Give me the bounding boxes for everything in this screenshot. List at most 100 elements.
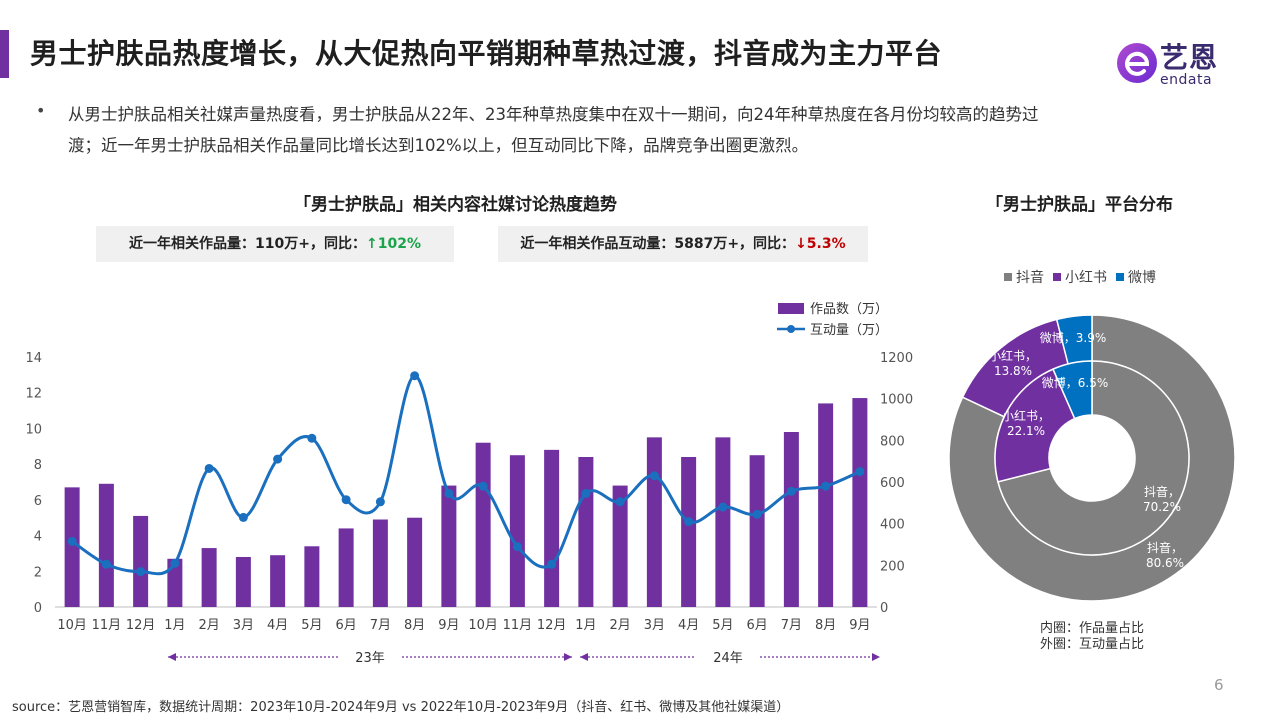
x-tick-label: 1月 — [164, 618, 185, 633]
year-label: 24年 — [713, 651, 743, 666]
y-left-tick-label: 8 — [34, 458, 42, 473]
interact-stat-box: 近一年相关作品互动量：5887万+，同比：↓5.3% — [498, 226, 868, 262]
line-point — [273, 454, 283, 464]
x-tick-label: 1月 — [575, 618, 596, 633]
outer-slice-label: 微博，3.9% — [1040, 330, 1107, 345]
x-tick-label: 11月 — [92, 618, 122, 633]
logo-text-en: endata — [1160, 72, 1213, 88]
x-tick-label: 8月 — [815, 618, 836, 633]
x-tick-label: 12月 — [537, 618, 567, 633]
line-point — [786, 486, 796, 496]
x-tick-label: 7月 — [370, 618, 391, 633]
page-number: 6 — [1214, 676, 1224, 694]
line-point — [444, 488, 454, 498]
y-left-tick-label: 14 — [25, 351, 42, 366]
bar — [441, 485, 457, 607]
y-right-tick-label: 1000 — [880, 393, 913, 408]
line-point — [855, 467, 865, 477]
bar — [578, 457, 594, 607]
outer-ring-note: 外圈：互动量占比 — [1040, 637, 1145, 652]
pie-legend-swatch — [1004, 273, 1012, 281]
line-point — [238, 512, 248, 522]
bar — [338, 528, 354, 607]
year-label: 23年 — [355, 651, 385, 666]
line-point — [581, 488, 591, 498]
legend-label-line: 互动量（万） — [810, 323, 888, 338]
line-point — [547, 559, 557, 569]
summary-text: 从男士护肤品相关社媒声量热度看，男士护肤品从22年、23年种草热度集中在双十一期… — [68, 105, 1039, 155]
y-right-tick-label: 1200 — [880, 351, 913, 366]
line-point — [136, 567, 146, 577]
bar — [270, 555, 286, 607]
line-point — [101, 559, 111, 569]
legend-swatch-bar — [778, 303, 804, 314]
bar — [64, 487, 80, 607]
bar — [509, 455, 525, 607]
x-tick-label: 6月 — [335, 618, 356, 633]
line-point — [478, 481, 488, 491]
bar — [167, 558, 183, 607]
inner-ring-slice — [994, 368, 1076, 483]
series-line-interactions — [71, 374, 861, 576]
inner-slice-label: 小红书， 22.1% — [1002, 408, 1050, 438]
inner-ring-slice — [997, 360, 1190, 556]
pie-legend-label: 抖音 — [1016, 269, 1044, 286]
y-left-tick-label: 2 — [34, 565, 42, 580]
line-point — [512, 542, 522, 552]
outer-slice-label: 抖音， 80.6% — [1146, 540, 1184, 570]
x-tick-label: 9月 — [438, 618, 459, 633]
x-tick-label: 10月 — [468, 618, 498, 633]
line-point — [204, 463, 214, 473]
x-tick-label: 8月 — [404, 618, 425, 633]
line-point — [67, 536, 77, 546]
bar — [544, 449, 560, 607]
year-range-arrow — [168, 653, 176, 661]
year-range-arrow — [564, 653, 572, 661]
bar — [715, 437, 731, 607]
works-stat-change: ↑102% — [365, 236, 421, 252]
bar — [475, 442, 491, 607]
line-point — [341, 495, 351, 505]
y-right-tick-label: 800 — [880, 434, 905, 449]
interact-stat-change: ↓5.3% — [795, 236, 846, 252]
x-tick-label: 7月 — [781, 618, 802, 633]
y-right-tick-label: 400 — [880, 518, 905, 533]
bar — [201, 548, 217, 607]
pie-legend-label: 小红书 — [1065, 270, 1107, 286]
x-tick-label: 9月 — [849, 618, 870, 633]
line-point — [684, 517, 694, 527]
y-left-tick-label: 4 — [34, 530, 42, 545]
works-stat-label: 近一年相关作品量：110万+，同比： — [129, 236, 366, 252]
y-right-tick-label: 200 — [880, 559, 905, 574]
bar — [372, 519, 388, 607]
bar — [304, 546, 320, 607]
y-left-tick-label: 6 — [34, 494, 42, 509]
x-tick-label: 5月 — [301, 618, 322, 633]
line-point — [821, 481, 831, 491]
bar — [749, 455, 765, 607]
title-accent-bar — [0, 30, 9, 78]
inner-slice-label: 微博，6.5% — [1042, 375, 1109, 390]
x-tick-label: 3月 — [233, 618, 254, 633]
x-tick-label: 10月 — [57, 618, 87, 633]
y-right-tick-label: 600 — [880, 476, 905, 491]
line-point — [410, 371, 420, 381]
y-right-tick-label: 0 — [880, 601, 888, 616]
summary-bullet: • — [36, 101, 46, 120]
inner-slice-label: 抖音， 70.2% — [1143, 484, 1181, 514]
bar — [133, 515, 149, 607]
bar — [235, 557, 251, 607]
pie-ring-note: 内圈：作品量占比 外圈：互动量占比 — [1040, 621, 1144, 653]
line-point — [615, 497, 625, 507]
inner-ring-note: 内圈：作品量占比 — [1040, 621, 1145, 636]
line-point — [170, 558, 180, 568]
line-point — [307, 433, 317, 443]
page-title: 男士护肤品热度增长，从大促热向平销期种草热过渡，抖音成为主力平台 — [30, 37, 943, 70]
endata-logo-icon — [1117, 43, 1157, 83]
pie-legend-swatch — [1053, 273, 1061, 281]
legend-label-bar: 作品数（万） — [810, 302, 888, 317]
x-tick-label: 3月 — [644, 618, 665, 633]
trend-chart-title: 「男士护肤品」相关内容社媒讨论热度趋势 — [294, 195, 617, 215]
y-left-tick-label: 10 — [25, 422, 42, 437]
